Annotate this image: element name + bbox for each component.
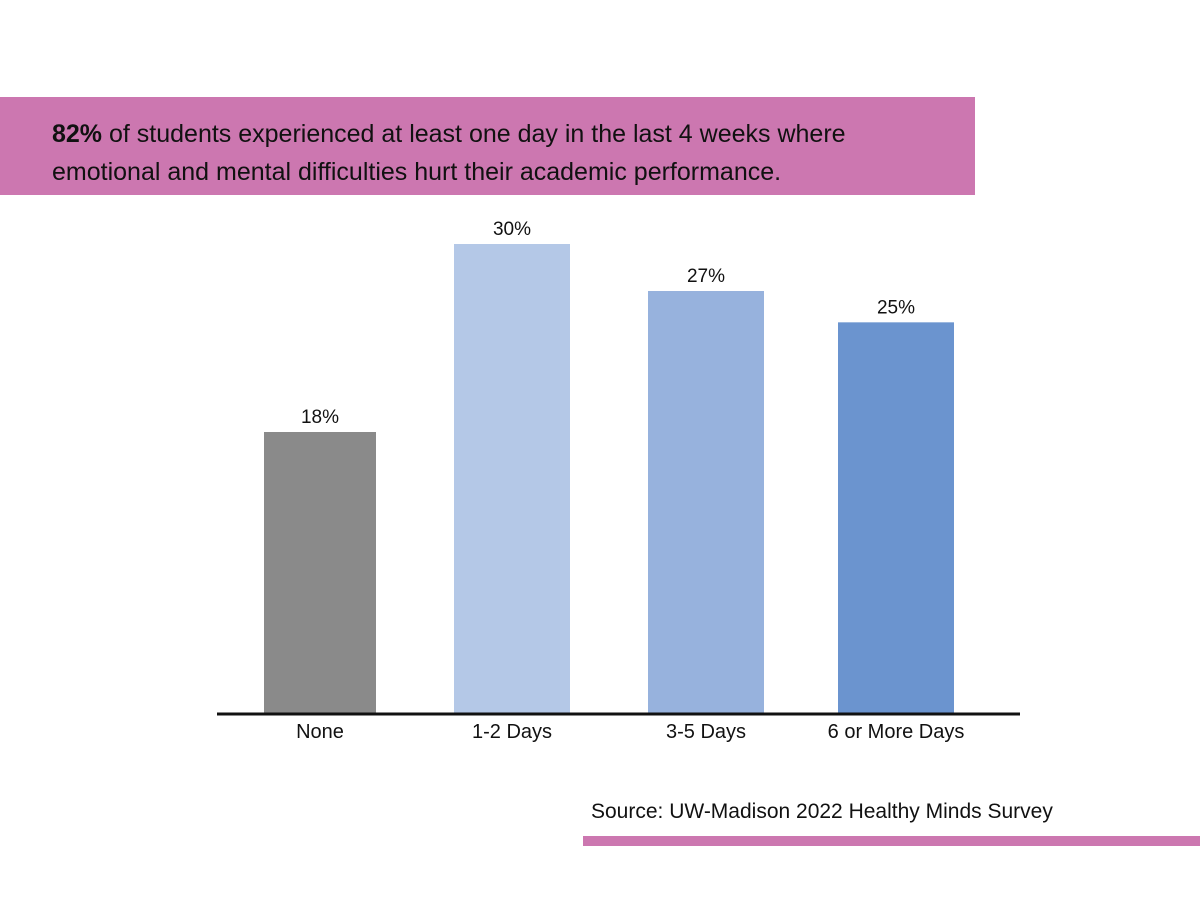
data-label: 18%: [301, 407, 339, 428]
header-line-2: emotional and mental difficulties hurt t…: [52, 158, 782, 186]
header-line-1: 82% of students experienced at least one…: [52, 115, 975, 153]
header-line-1-text: of students experienced at least one day…: [102, 120, 846, 148]
x-tick-label: 1-2 Days: [472, 721, 552, 743]
x-tick-label: 6 or More Days: [828, 721, 965, 743]
bar-1-2-days: [454, 244, 570, 714]
bar-3-5-days: [648, 291, 764, 714]
source-underline-bar: [583, 836, 1200, 846]
x-tick-label: 3-5 Days: [666, 721, 746, 743]
source-note: Source: UW-Madison 2022 Healthy Minds Su…: [591, 800, 1053, 823]
header-highlight: 82%: [52, 120, 103, 148]
bar-none: [264, 432, 376, 714]
x-tick-label: None: [296, 721, 344, 743]
data-label: 30%: [493, 219, 531, 240]
header-banner: 82% of students experienced at least one…: [0, 97, 975, 195]
data-label: 25%: [877, 297, 915, 318]
bar-6-or-more-days: [838, 322, 954, 714]
data-label: 27%: [687, 266, 725, 287]
